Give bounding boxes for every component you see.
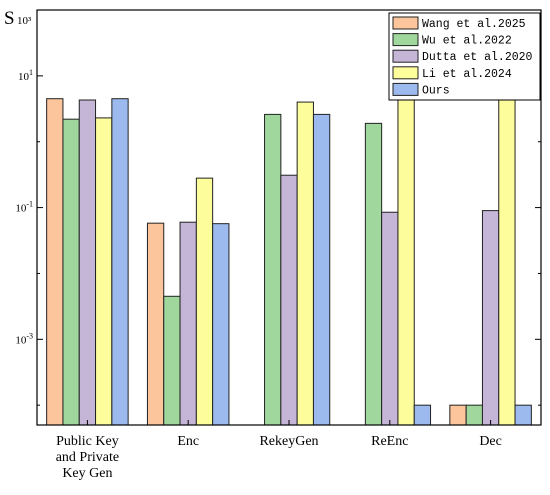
legend: Wang et al.2025 Wu et al.2022 Dutta et al.… [388,12,541,101]
bar [364,122,383,426]
bar [179,221,197,426]
bar [280,174,298,426]
legend-swatch [392,66,419,80]
bar [95,117,113,426]
x-tick-label: Enc [177,434,199,449]
bar [264,113,282,426]
x-tick-label: RekeyGen [259,434,318,449]
x-tick-label: Dec [479,434,502,449]
legend-label: Wang et al.2025 [422,18,526,31]
y-axis-unit: 10³ [17,15,32,27]
bar [163,295,181,426]
legend-label: Li et al.2024 [422,68,512,81]
legend-label: Ours [422,84,450,97]
legend-label: Dutta et al.2020 [422,51,533,64]
bar [498,70,516,426]
x-tick-label: ReEnc [371,434,408,449]
x-tick-label: Public Key [56,434,119,449]
bar [146,222,165,426]
legend-swatch [392,82,419,96]
legend-swatch [392,49,419,63]
legend-swatch [392,33,419,47]
y-tick-label: 10-3 [15,331,33,346]
bars [46,35,532,426]
y-ticks: 101 10-1 10-3 [15,9,541,406]
bar [78,99,97,426]
bar [62,118,80,426]
bar [296,101,314,426]
y-axis-label: S [4,8,15,29]
bar [212,223,230,426]
legend-swatch [392,16,419,30]
bar [481,210,500,426]
bar [46,98,64,426]
series-4 [95,35,516,426]
x-tick-label: and Private [56,450,119,465]
bar [312,113,331,426]
bar [381,211,399,426]
series-5 [111,98,532,426]
bar [514,404,532,426]
x-tick-label: Key Gen [62,466,112,481]
series-2 [62,113,483,426]
y-tick-label: 101 [18,68,33,83]
bar [195,177,214,426]
y-tick-label: 10-1 [15,200,33,215]
legend-label: Wu et al.2022 [422,35,512,48]
bar [465,404,483,426]
bar [413,404,432,426]
bar [111,98,129,426]
bar [449,404,467,426]
